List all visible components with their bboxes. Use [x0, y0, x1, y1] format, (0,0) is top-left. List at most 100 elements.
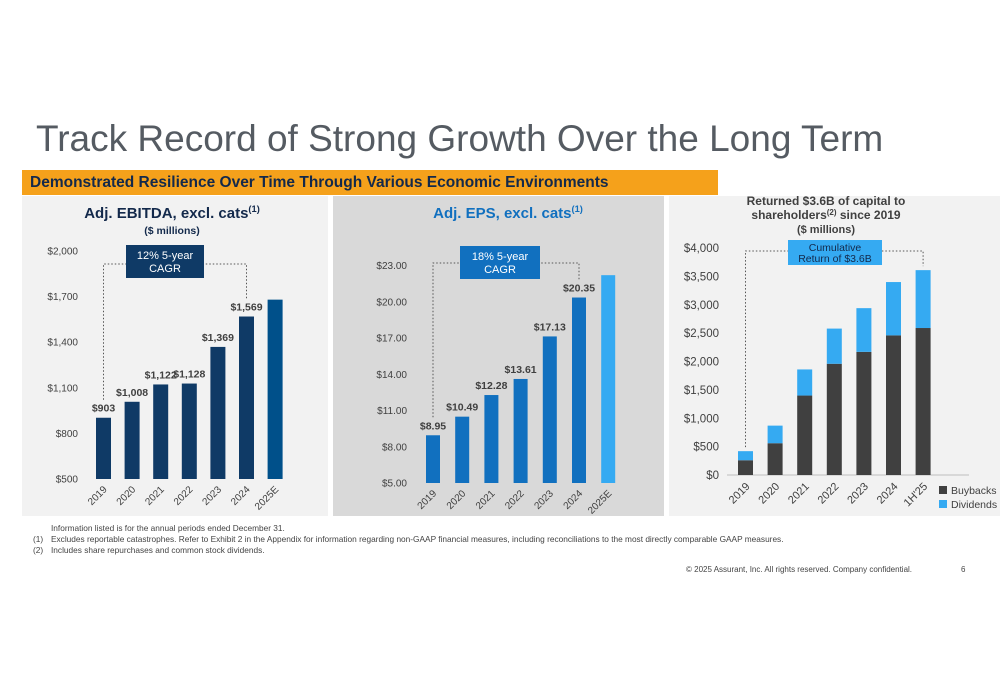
data-label: $10.49 [446, 402, 478, 414]
y-tick-label: $500 [693, 442, 719, 454]
y-tick-label: $1,400 [47, 338, 78, 349]
x-tick-label: 2021 [474, 488, 498, 512]
cumulative-label-line2: Return of $3.6B [798, 253, 872, 265]
bar-buybacks-2021 [797, 395, 813, 475]
cagr-label-line2: CAGR [484, 264, 516, 276]
chart-title: Adj. EBITDA, excl. cats(1) [84, 204, 260, 222]
bar-2023 [210, 346, 226, 479]
y-tick-label: $23.00 [376, 261, 407, 272]
x-tick-label: 2019 [727, 481, 753, 507]
legend-swatch-buybacks [939, 486, 947, 494]
x-tick-label: 2025E [586, 488, 614, 516]
bar-dividends-2022 [826, 328, 842, 364]
chart-title-line1: Returned $3.6B of capital to [747, 196, 906, 208]
bar-buybacks-2019 [738, 460, 753, 475]
bar-2020 [455, 416, 470, 483]
y-tick-label: $3,000 [684, 300, 719, 312]
bar-buybacks-2023 [856, 351, 872, 475]
y-tick-label: $2,000 [47, 247, 78, 258]
cumulative-label-line1: Cumulative [809, 242, 862, 254]
bar-2020 [124, 401, 140, 479]
y-tick-label: $17.00 [376, 334, 407, 345]
footnotes: Information listed is for the annual per… [33, 523, 871, 556]
bar-dividends-1H'25 [915, 270, 931, 329]
data-label: $1,569 [230, 302, 262, 314]
chart-title-line2: shareholders(2) since 2019 [751, 208, 901, 222]
bar-2021 [153, 384, 169, 479]
data-label: $1,008 [116, 387, 148, 399]
bar-2019 [426, 435, 440, 483]
data-label: $903 [92, 403, 116, 415]
footnote-intro: Information listed is for the annual per… [51, 523, 285, 533]
bar-dividends-2019 [738, 451, 753, 461]
y-tick-label: $0 [706, 470, 719, 482]
cagr-label-line1: 12% 5-year [137, 250, 194, 262]
x-tick-label: 1H'25 [902, 481, 931, 510]
bar-dividends-2020 [767, 425, 783, 444]
bar-2025E [267, 299, 283, 479]
chart-subtitle: ($ millions) [144, 225, 199, 237]
bar-2022 [181, 383, 197, 479]
y-tick-label: $14.00 [376, 370, 407, 381]
y-tick-label: $500 [56, 475, 79, 486]
data-label: $1,128 [173, 369, 205, 381]
x-tick-label: 2023 [845, 481, 871, 507]
cagr-box [460, 246, 540, 279]
chart-title: Adj. EPS, excl. cats(1) [433, 204, 583, 222]
y-tick-label: $1,700 [47, 292, 78, 303]
x-tick-label: 2022 [816, 481, 842, 507]
x-tick-label: 2022 [172, 484, 196, 508]
data-label: $8.95 [420, 420, 446, 432]
footnote-2: (2) Includes share repurchases and common… [33, 545, 265, 555]
y-tick-label: $1,500 [684, 385, 719, 397]
footnote-1: (1) Excludes reportable catastrophes. Ref… [33, 534, 784, 544]
bar-dividends-2021 [797, 369, 813, 396]
data-label: $20.35 [563, 283, 595, 295]
data-label: $17.13 [534, 321, 566, 333]
y-tick-label: $11.00 [377, 406, 407, 417]
data-label: $1,369 [202, 332, 234, 344]
x-tick-label: 2023 [201, 484, 225, 508]
bar-2023 [542, 336, 557, 483]
bar-2024 [572, 297, 586, 483]
cagr-bracket [432, 262, 580, 418]
cagr-box [126, 245, 204, 278]
y-tick-label: $2,500 [684, 328, 719, 340]
bar-dividends-2024 [886, 282, 901, 336]
data-label: $12.28 [475, 380, 507, 392]
bar-buybacks-2020 [767, 443, 783, 475]
y-tick-label: $2,000 [684, 357, 719, 369]
bar-2022 [513, 378, 528, 483]
x-tick-label: 2020 [756, 481, 782, 507]
y-tick-label: $8.00 [382, 442, 407, 453]
capital-return-chart: Returned $3.6B of capital toshareholders… [684, 196, 997, 511]
y-tick-label: $800 [56, 429, 79, 440]
legend-swatch-dividends [939, 500, 947, 508]
bar-2024 [239, 316, 254, 479]
ebitda-chart: Adj. EBITDA, excl. cats(1) ($ millions) $5… [47, 204, 283, 513]
bar-buybacks-1H'25 [915, 328, 931, 475]
cagr-label-line1: 18% 5-year [472, 251, 529, 263]
chart-subtitle: ($ millions) [797, 224, 855, 236]
legend-label-buybacks: Buybacks [951, 485, 997, 497]
y-tick-label: $5.00 [382, 479, 407, 490]
x-tick-label: 2019 [416, 488, 440, 512]
eps-chart: Adj. EPS, excl. cats(1) $5.00 $8.00 $11.00 $… [376, 204, 616, 516]
y-tick-label: $3,500 [684, 271, 719, 283]
x-tick-label: 2021 [786, 481, 812, 507]
bar-buybacks-2024 [886, 335, 901, 475]
bar-2019 [96, 417, 111, 479]
ebitda-chart-panel: Adj. EBITDA, excl. cats(1) ($ millions) $5… [22, 196, 328, 516]
eps-chart-panel: Adj. EPS, excl. cats(1) $5.00 $8.00 $11.00 $… [333, 196, 664, 516]
x-tick-label: 2025E [253, 484, 281, 512]
x-tick-label: 2019 [86, 484, 110, 508]
x-tick-label: 2020 [445, 488, 469, 512]
bar-dividends-2023 [856, 308, 872, 352]
data-label: $1,122 [145, 369, 177, 381]
y-tick-label: $1,000 [684, 413, 719, 425]
x-tick-label: 2023 [532, 488, 556, 512]
copyright-notice: © 2025 Assurant, Inc. All rights reserve… [686, 565, 913, 574]
x-tick-label: 2020 [115, 484, 139, 508]
x-tick-label: 2024 [562, 488, 586, 512]
legend-label-dividends: Dividends [951, 499, 997, 511]
